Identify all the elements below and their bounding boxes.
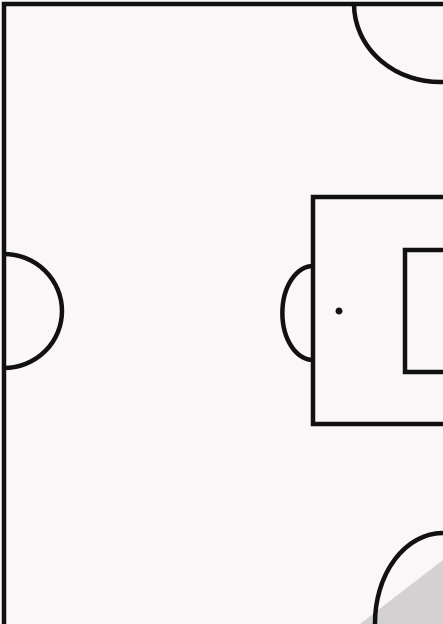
penalty-arc <box>280 263 314 363</box>
center-circle-arc <box>3 251 65 371</box>
goal-area <box>402 247 443 375</box>
penalty-area <box>310 194 443 427</box>
corner-shadow <box>360 560 443 624</box>
corner-arc-top-right <box>351 3 443 85</box>
penalty-spot <box>335 307 343 315</box>
corner-arc-bottom-right <box>372 530 443 624</box>
